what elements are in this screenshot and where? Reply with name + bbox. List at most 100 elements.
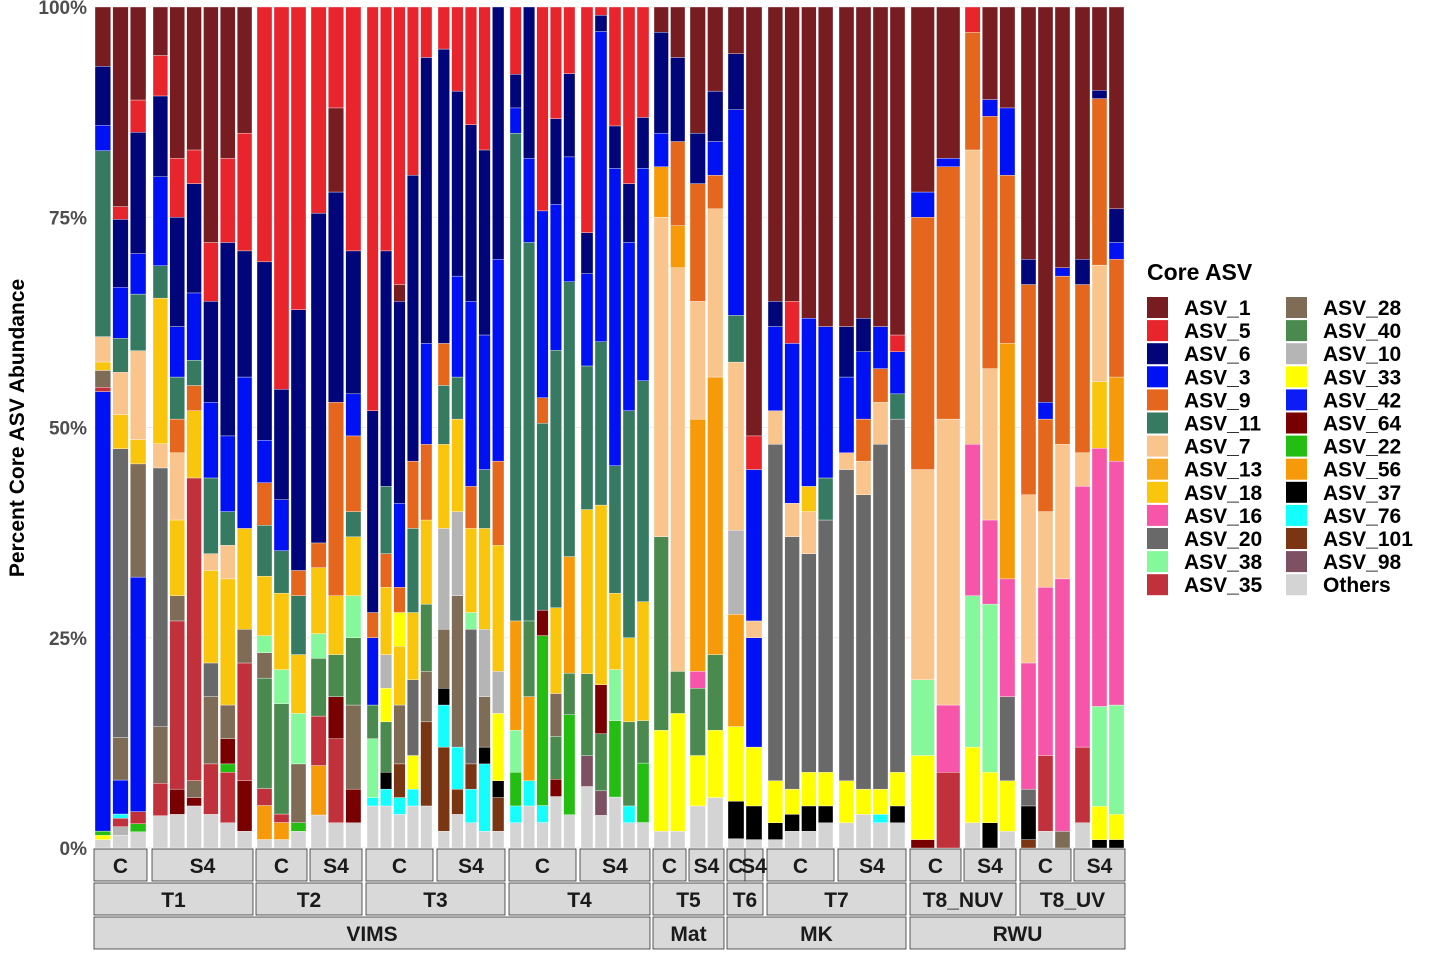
stacked-bar [203,6,219,849]
bar-segment-others [169,814,185,849]
stacked-bar [636,6,650,849]
bar-segment-asv-9 [872,368,889,403]
treatment-strip-label: S4 [458,855,484,878]
bar-segment-asv-38 [256,635,273,653]
bar-segment-asv-7 [220,545,236,580]
bar-segment-asv-10 [380,654,392,689]
bar-segment-asv-20 [784,536,800,790]
bar-segment-asv-56 [727,614,745,727]
bar-segment-asv-9 [1037,418,1054,512]
bar-segment-asv-5 [220,158,236,243]
bar-segment-asv-5 [273,6,290,390]
y-tick-label: 0% [60,839,88,860]
bar-segment-others [478,831,491,849]
legend-swatch [1147,389,1168,411]
bar-segment-asv-11 [550,350,562,608]
bar-segment-asv-3 [1108,242,1125,260]
bar-segment-asv-76 [523,780,535,807]
bar-segment-asv-5 [256,6,273,263]
stacked-bar [465,6,477,849]
bar-segment-asv-28 [345,704,362,790]
bar-segment-asv-1 [889,6,906,336]
treatment-strip [436,848,506,882]
legend-label: ASV_16 [1184,505,1262,528]
stacked-bar [550,6,562,849]
bar-segment-asv-11 [509,132,522,622]
treatment-strip [151,848,254,882]
bar-segment-asv-9 [290,570,307,596]
legend-swatch [1147,435,1168,457]
treatment-strip [909,848,962,882]
bar-segment-asv-18 [112,414,129,449]
bar-segment-asv-9 [420,444,433,521]
bar-segment-asv-1 [855,6,872,319]
bar-segment-asv-16 [1054,578,1071,832]
bar-segment-asv-18 [492,545,505,672]
bar-segment-asv-18 [550,607,562,694]
stacked-bar [838,6,855,849]
bar-segment-others [380,805,392,849]
bar-segment-asv-6 [594,14,608,32]
bar-segment-asv-38 [345,595,362,638]
bar-segment-asv-1 [1020,6,1037,260]
stacked-bar [328,6,344,849]
time-strip-label: T3 [423,889,448,912]
bar-segment-asv-22 [290,822,307,832]
bar-segment-asv-6 [523,6,535,159]
bar-segment-asv-35 [273,813,290,823]
bar-segment-asv-18 [345,536,362,596]
bar-segment-asv-6 [451,90,464,277]
site-strip-label: RWU [993,923,1043,946]
bar-segment-asv-18 [465,528,477,613]
bar-segment-asv-22 [536,635,549,806]
bar-segment-asv-7 [707,208,724,378]
bar-segment-asv-56 [310,765,327,816]
bar-segment-asv-11 [594,341,608,506]
bar-segment-asv-7 [203,553,219,571]
treatment-strip-label: C [274,855,289,878]
bar-segment-asv-35 [130,811,147,824]
bar-segment-asv-5 [437,6,450,50]
bar-segment-asv-40 [380,721,392,773]
bar-segment-asv-7 [653,217,669,538]
bar-segment-asv-1 [186,6,202,151]
bar-segment-asv-18 [256,575,273,636]
bar-segment-asv-1 [784,6,800,302]
bar-segment-asv-3 [186,292,202,361]
treatment-strip-label: S4 [602,855,628,878]
time-strip [726,882,764,916]
bar-segment-asv-16 [689,671,706,689]
bar-segment-asv-6 [580,232,594,274]
stacked-bar [563,6,576,849]
bar-segment-asv-9 [256,482,273,526]
bar-segment-asv-6 [152,95,169,177]
bar-segment-asv-5 [112,206,129,220]
stacked-bar [707,6,724,849]
stacked-bar [169,6,185,849]
stacked-bar [580,6,594,849]
bar-segment-asv-9 [169,418,185,453]
site-strip [652,916,725,950]
bar-segment-asv-56 [707,376,724,655]
bar-segment-asv-18 [328,595,344,655]
bar-segment-asv-18 [608,592,622,670]
bar-segment-asv-37 [380,772,392,790]
bar-segment-asv-6 [622,183,636,243]
bar-segment-asv-35 [169,620,185,790]
bar-segment-asv-16 [999,578,1016,697]
bar-segment-asv-6 [328,191,344,403]
bar-segment-others [999,831,1016,849]
bar-segment-others [130,831,147,849]
bar-segment-asv-3 [393,503,406,588]
stacked-bar [523,6,535,849]
bar-segment-asv-1 [767,6,783,302]
time-strip-label: T7 [824,889,849,912]
bar-segment-asv-7 [964,149,981,445]
bar-segment-asv-37 [492,780,505,798]
bar-segment-asv-3 [169,326,185,378]
bar-segment-asv-9 [964,32,981,151]
bar-segment-asv-76 [407,788,419,807]
bar-segment-asv-11 [636,380,650,602]
site-strip-label: MK [800,923,833,946]
stacked-bar [310,6,327,849]
